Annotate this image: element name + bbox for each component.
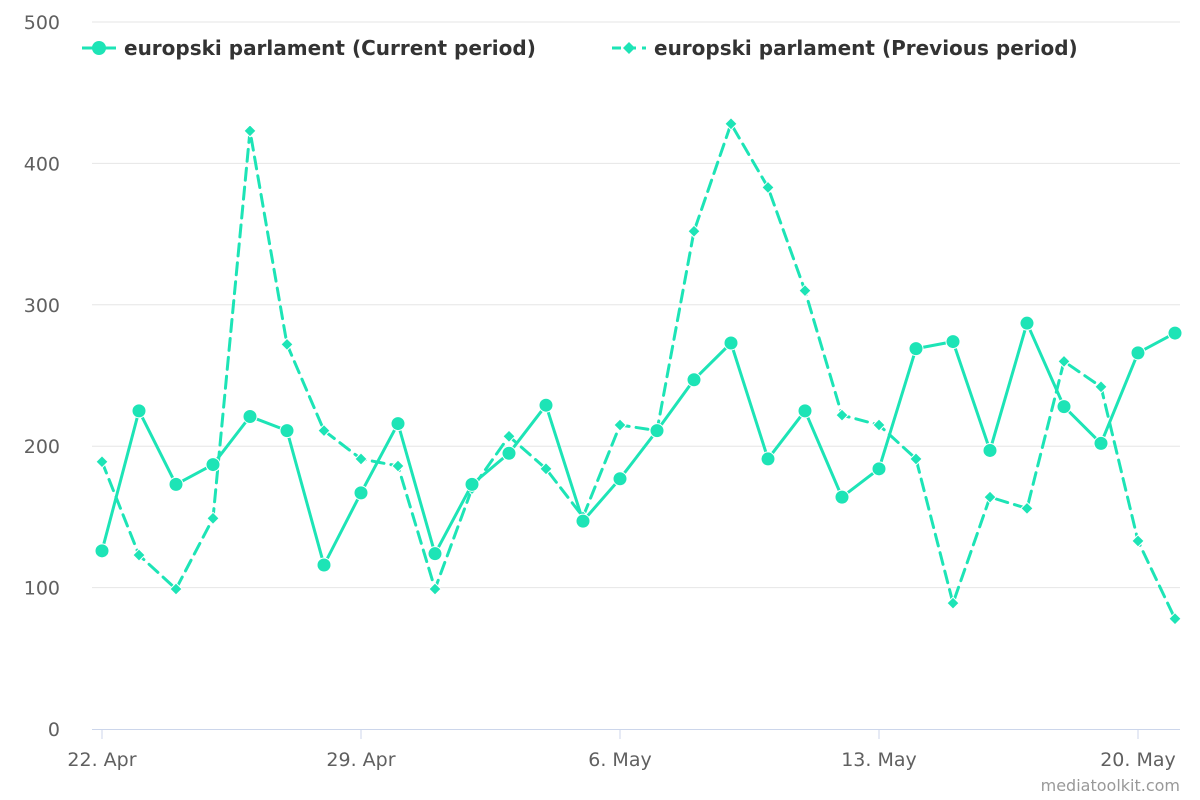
data-point-circle[interactable] bbox=[686, 372, 702, 388]
data-point-diamond[interactable] bbox=[798, 283, 812, 298]
data-point-circle[interactable] bbox=[1167, 325, 1183, 341]
data-point-diamond[interactable] bbox=[169, 582, 183, 596]
data-point-diamond[interactable] bbox=[132, 548, 146, 562]
data-point-diamond[interactable] bbox=[835, 408, 849, 422]
y-tick-label: 300 bbox=[24, 295, 60, 317]
data-point-diamond[interactable] bbox=[243, 124, 257, 138]
data-point-diamond[interactable] bbox=[95, 455, 109, 469]
data-point-circle[interactable] bbox=[871, 461, 887, 477]
data-point-circle[interactable] bbox=[723, 335, 739, 351]
x-tick-label: 6. May bbox=[588, 749, 651, 771]
legend-label: europski parlament (Current period) bbox=[124, 36, 536, 60]
data-point-diamond[interactable] bbox=[1057, 354, 1071, 369]
data-point-circle[interactable] bbox=[390, 416, 406, 432]
data-point-diamond[interactable] bbox=[354, 452, 368, 466]
series-line[interactable] bbox=[100, 122, 1177, 621]
data-point-diamond[interactable] bbox=[539, 462, 553, 476]
data-point-circle[interactable] bbox=[242, 409, 258, 425]
data-point-diamond[interactable] bbox=[391, 459, 405, 473]
gridlines bbox=[92, 21, 1180, 589]
series-line[interactable] bbox=[100, 321, 1177, 567]
data-point-circle[interactable] bbox=[612, 471, 628, 487]
data-point-diamond[interactable] bbox=[761, 180, 775, 195]
data-point-diamond[interactable] bbox=[909, 452, 923, 466]
data-point-diamond[interactable] bbox=[206, 511, 220, 526]
data-point-circle[interactable] bbox=[464, 476, 480, 492]
data-point-diamond[interactable] bbox=[280, 337, 294, 352]
legend-item[interactable]: europski parlament (Current period) bbox=[82, 36, 536, 60]
y-axis-labels: 0 100 200 300 400 500 bbox=[24, 12, 60, 741]
data-point-diamond[interactable] bbox=[1168, 612, 1182, 626]
data-point-circle[interactable] bbox=[760, 451, 776, 467]
data-point-circle[interactable] bbox=[538, 397, 554, 413]
data-point-circle[interactable] bbox=[131, 403, 147, 419]
y-tick-label: 0 bbox=[48, 719, 60, 741]
data-point-circle[interactable] bbox=[1019, 315, 1035, 331]
data-point-circle[interactable] bbox=[908, 341, 924, 357]
data-point-circle[interactable] bbox=[353, 485, 369, 501]
data-point-diamond[interactable] bbox=[983, 490, 997, 504]
data-point-circle[interactable] bbox=[1056, 399, 1072, 415]
data-point-diamond[interactable] bbox=[724, 117, 738, 131]
series-previous-period bbox=[95, 117, 1182, 626]
data-point-circle[interactable] bbox=[316, 557, 332, 573]
legend-item[interactable]: europski parlament (Previous period) bbox=[612, 36, 1078, 60]
data-point-diamond[interactable] bbox=[502, 429, 516, 444]
data-point-circle[interactable] bbox=[575, 513, 591, 529]
data-point-diamond[interactable] bbox=[317, 423, 331, 438]
data-point-circle[interactable] bbox=[945, 334, 961, 350]
y-tick-label: 500 bbox=[24, 12, 60, 34]
y-tick-label: 100 bbox=[24, 578, 60, 600]
x-tick-label: 22. Apr bbox=[67, 749, 136, 771]
data-point-circle[interactable] bbox=[982, 442, 998, 458]
data-point-circle[interactable] bbox=[1130, 345, 1146, 361]
series-layer bbox=[94, 117, 1183, 626]
data-point-circle[interactable] bbox=[797, 403, 813, 419]
data-point-diamond[interactable] bbox=[946, 596, 960, 610]
credit-label[interactable]: mediatoolkit.com bbox=[1041, 776, 1180, 795]
data-point-circle[interactable] bbox=[94, 543, 110, 559]
data-point-diamond[interactable] bbox=[613, 418, 627, 432]
data-point-diamond[interactable] bbox=[687, 224, 701, 238]
x-tick-label: 13. May bbox=[841, 749, 917, 771]
legend-circle-marker bbox=[92, 41, 106, 55]
data-point-diamond[interactable] bbox=[428, 582, 442, 596]
data-point-diamond[interactable] bbox=[1020, 501, 1034, 516]
y-tick-label: 200 bbox=[24, 436, 60, 458]
data-point-diamond[interactable] bbox=[1131, 534, 1145, 548]
legend: europski parlament (Current period) europ… bbox=[82, 36, 1078, 60]
data-point-circle[interactable] bbox=[649, 423, 665, 439]
x-tick-label: 29. Apr bbox=[326, 749, 395, 771]
data-point-circle[interactable] bbox=[168, 476, 184, 492]
x-tick-label: 20. May bbox=[1100, 749, 1176, 771]
data-point-circle[interactable] bbox=[279, 423, 295, 439]
data-point-circle[interactable] bbox=[427, 546, 443, 562]
legend-label: europski parlament (Previous period) bbox=[654, 36, 1078, 60]
legend-diamond-marker bbox=[623, 42, 635, 54]
data-point-diamond[interactable] bbox=[872, 418, 886, 432]
series-current-period bbox=[94, 315, 1183, 573]
data-point-diamond[interactable] bbox=[1094, 380, 1108, 394]
x-axis: 22. Apr 29. Apr 6. May 13. May 20. May bbox=[67, 729, 1180, 771]
data-point-circle[interactable] bbox=[1093, 435, 1109, 451]
y-tick-label: 400 bbox=[24, 153, 60, 175]
data-point-circle[interactable] bbox=[501, 445, 517, 461]
data-point-circle[interactable] bbox=[205, 457, 221, 473]
data-point-circle[interactable] bbox=[834, 489, 850, 505]
